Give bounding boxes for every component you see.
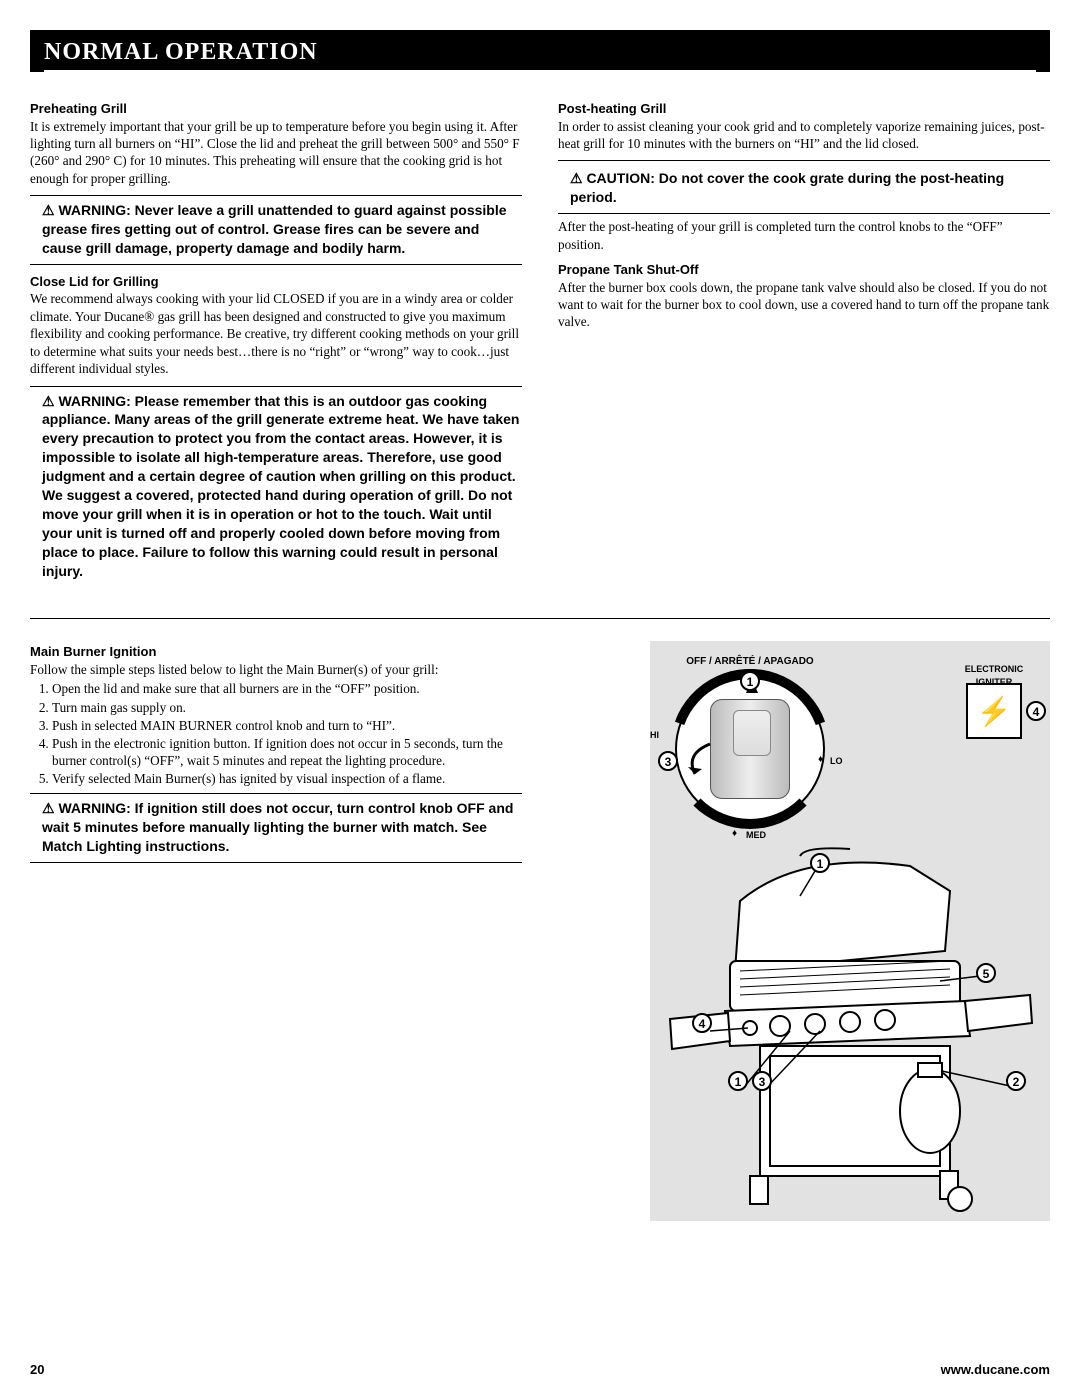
step-5: Verify selected Main Burner(s) has ignit… xyxy=(52,770,522,787)
igniter-callout-4: 4 xyxy=(1026,701,1046,721)
header-title: NORMAL OPERATION xyxy=(44,36,1036,72)
closelid-body: We recommend always cooking with your li… xyxy=(30,290,522,377)
footer: 20 www.ducane.com xyxy=(30,1361,1050,1379)
off-label: OFF / ARRÊTÉ / APAGADO xyxy=(670,655,830,669)
ignition-steps: Open the lid and make sure that all burn… xyxy=(30,680,522,787)
dial-callout-1: 1 xyxy=(740,671,760,691)
lower-columns: Main Burner Ignition Follow the simple s… xyxy=(30,641,1050,1221)
propane-head: Propane Tank Shut-Off xyxy=(558,261,1050,279)
ignition-head: Main Burner Ignition xyxy=(30,643,522,661)
propane-body: After the burner box cools down, the pro… xyxy=(558,279,1050,331)
step-3: Push in selected MAIN BURNER control kno… xyxy=(52,717,522,734)
igniter-box: ⚡ xyxy=(966,683,1022,739)
upper-columns: Preheating Grill It is extremely importa… xyxy=(30,98,1050,594)
arrow-icon xyxy=(680,739,720,779)
postheat-body: In order to assist cleaning your cook gr… xyxy=(558,118,1050,153)
step-1: Open the lid and make sure that all burn… xyxy=(52,680,522,697)
warning-2: ⚠ WARNING: Please remember that this is … xyxy=(30,386,522,587)
ignition-intro: Follow the simple steps listed below to … xyxy=(30,661,522,678)
dial-callout-3: 3 xyxy=(658,751,678,771)
left-column: Preheating Grill It is extremely importa… xyxy=(30,98,522,594)
page-number: 20 xyxy=(30,1361,44,1379)
footer-url: www.ducane.com xyxy=(941,1361,1050,1379)
hi-label: HI xyxy=(650,729,659,741)
warning-3: ⚠ WARNING: If ignition still does not oc… xyxy=(30,793,522,863)
step-4: Push in the electronic ignition button. … xyxy=(52,735,522,769)
diagram-area: OFF / ARRÊTÉ / APAGADO 1 3 HI LO MED ♦ ♦ xyxy=(650,641,1050,1221)
after-postheat: After the post-heating of your grill is … xyxy=(558,218,1050,253)
preheat-head: Preheating Grill xyxy=(30,100,522,118)
section-divider xyxy=(30,618,1050,619)
diagram-column: OFF / ARRÊTÉ / APAGADO 1 3 HI LO MED ♦ ♦ xyxy=(558,641,1050,1221)
lo-label: LO xyxy=(830,755,843,767)
preheat-body: It is extremely important that your gril… xyxy=(30,118,522,188)
control-knob-diagram: OFF / ARRÊTÉ / APAGADO 1 3 HI LO MED ♦ ♦ xyxy=(670,655,830,829)
postheat-head: Post-heating Grill xyxy=(558,100,1050,118)
flame-icon-med: ♦ xyxy=(732,827,737,841)
caution-postheat: ⚠ CAUTION: Do not cover the cook grate d… xyxy=(558,169,1050,207)
ignition-column: Main Burner Ignition Follow the simple s… xyxy=(30,641,522,1221)
closelid-head: Close Lid for Grilling xyxy=(30,273,522,291)
flame-icon-lo: ♦ xyxy=(818,753,823,767)
header-bar: NORMAL OPERATION xyxy=(30,30,1050,72)
lightning-icon: ⚡ xyxy=(977,697,1012,728)
grill-illustration xyxy=(650,841,1050,1221)
dial: 1 3 HI LO MED ♦ ♦ xyxy=(670,669,830,829)
right-column: Post-heating Grill In order to assist cl… xyxy=(558,98,1050,594)
med-label: MED xyxy=(746,829,766,841)
warning-1: ⚠ WARNING: Never leave a grill unattende… xyxy=(30,195,522,265)
step-2: Turn main gas supply on. xyxy=(52,699,522,716)
